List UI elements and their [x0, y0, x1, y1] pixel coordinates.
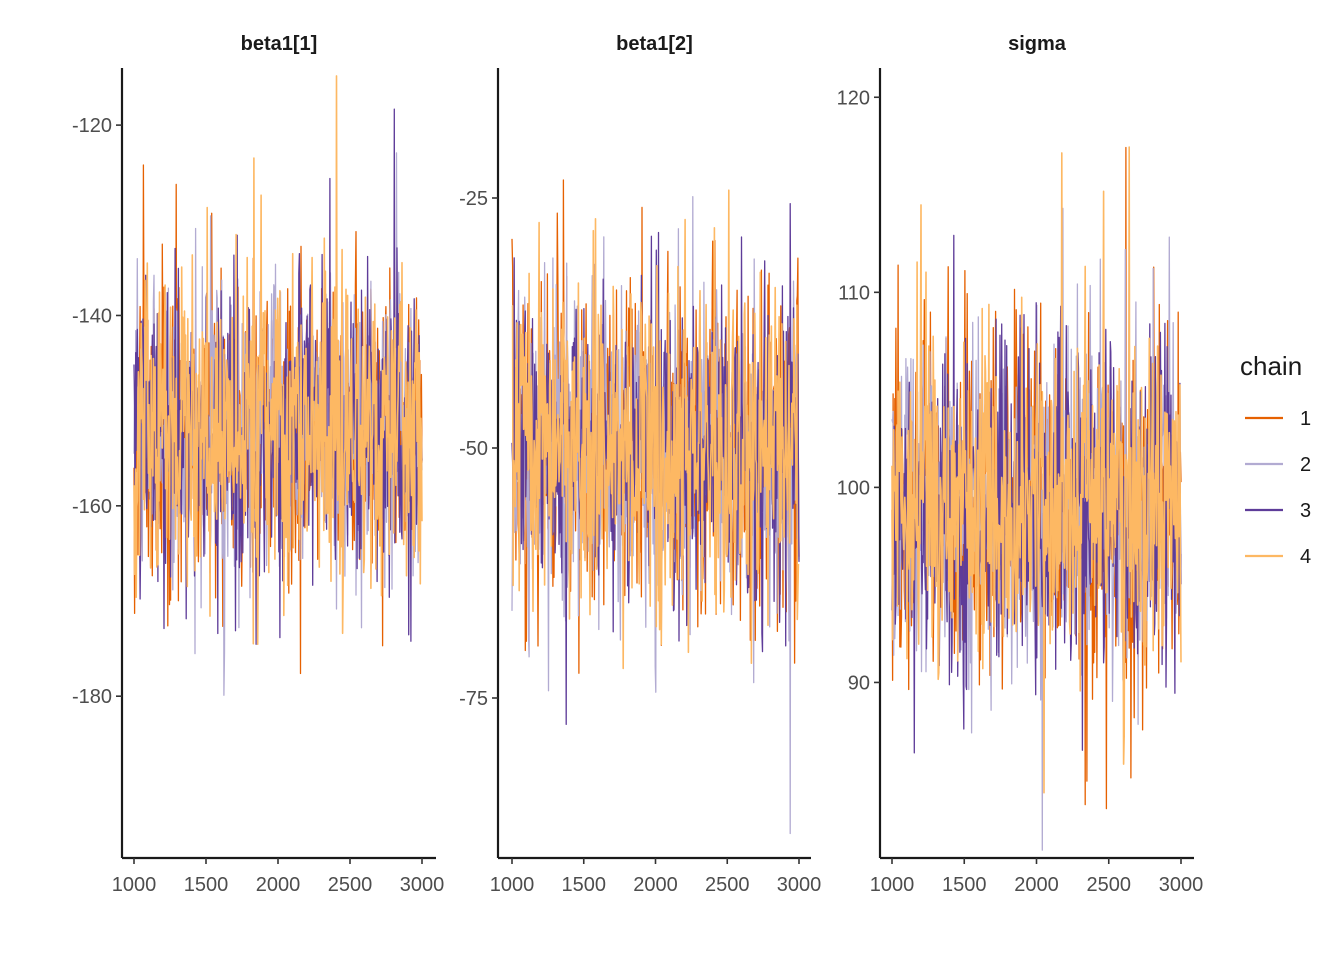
x-tick-label: 2500 [328, 874, 373, 896]
x-tick-label: 2000 [256, 874, 301, 896]
y-tick-label: -160 [72, 496, 112, 518]
x-tick-label: 2500 [705, 874, 750, 896]
trace-chain-4 [133, 75, 423, 646]
panels-group: beta1[1] -120 -140 -160 -180 1000 1500 2000 2500… [72, 33, 1203, 896]
x-tick-label: 1500 [184, 874, 229, 896]
legend-label: 3 [1300, 500, 1311, 522]
panel-title: sigma [1008, 33, 1067, 55]
legend-item-2: 2 [1245, 454, 1311, 476]
x-tick-label: 2000 [633, 874, 678, 896]
trace-chain-4 [511, 189, 800, 670]
legend-item-1: 1 [1245, 408, 1311, 430]
x-tick-label: 1500 [562, 874, 607, 896]
y-tick-label: 120 [837, 87, 870, 109]
y-tick-label: -180 [72, 686, 112, 708]
x-tick-label: 3000 [1159, 874, 1204, 896]
y-tick-label: 110 [838, 282, 870, 304]
x-tick-label: 1000 [112, 874, 157, 896]
panel-title: beta1[2] [616, 33, 693, 55]
y-tick-label: -75 [459, 688, 488, 710]
trace-chain-4 [891, 146, 1182, 794]
x-tick-label: 3000 [400, 874, 445, 896]
x-tick-label: 2000 [1014, 874, 1059, 896]
panel-3: sigma 120 110 100 90 1000 1500 2000 2500 3000 [837, 33, 1204, 896]
legend-title: chain [1240, 351, 1302, 381]
x-tick-label: 3000 [777, 874, 822, 896]
legend-label: 4 [1300, 546, 1311, 568]
y-tick-label: 90 [848, 672, 870, 694]
x-tick-label: 1000 [870, 874, 915, 896]
legend-item-4: 4 [1245, 546, 1311, 568]
panel-1: beta1[1] -120 -140 -160 -180 1000 1500 2000 2500… [72, 33, 444, 896]
y-tick-label: 100 [837, 477, 870, 499]
panel-title: beta1[1] [241, 33, 318, 55]
legend-items: 1 2 3 4 [1245, 408, 1311, 568]
legend-label: 2 [1300, 454, 1311, 476]
legend: chain 1 2 3 4 [1240, 351, 1311, 568]
y-tick-label: -25 [459, 188, 488, 210]
x-tick-label: 2500 [1087, 874, 1132, 896]
panel-2: beta1[2] -25 -50 -75 1000 1500 2000 2500 3000 [459, 33, 821, 896]
x-tick-label: 1000 [490, 874, 535, 896]
y-tick-label: -120 [72, 115, 112, 137]
x-tick-label: 1500 [942, 874, 987, 896]
legend-label: 1 [1300, 408, 1311, 430]
y-tick-label: -140 [72, 305, 112, 327]
legend-item-3: 3 [1245, 500, 1311, 522]
y-tick-label: -50 [459, 438, 488, 460]
